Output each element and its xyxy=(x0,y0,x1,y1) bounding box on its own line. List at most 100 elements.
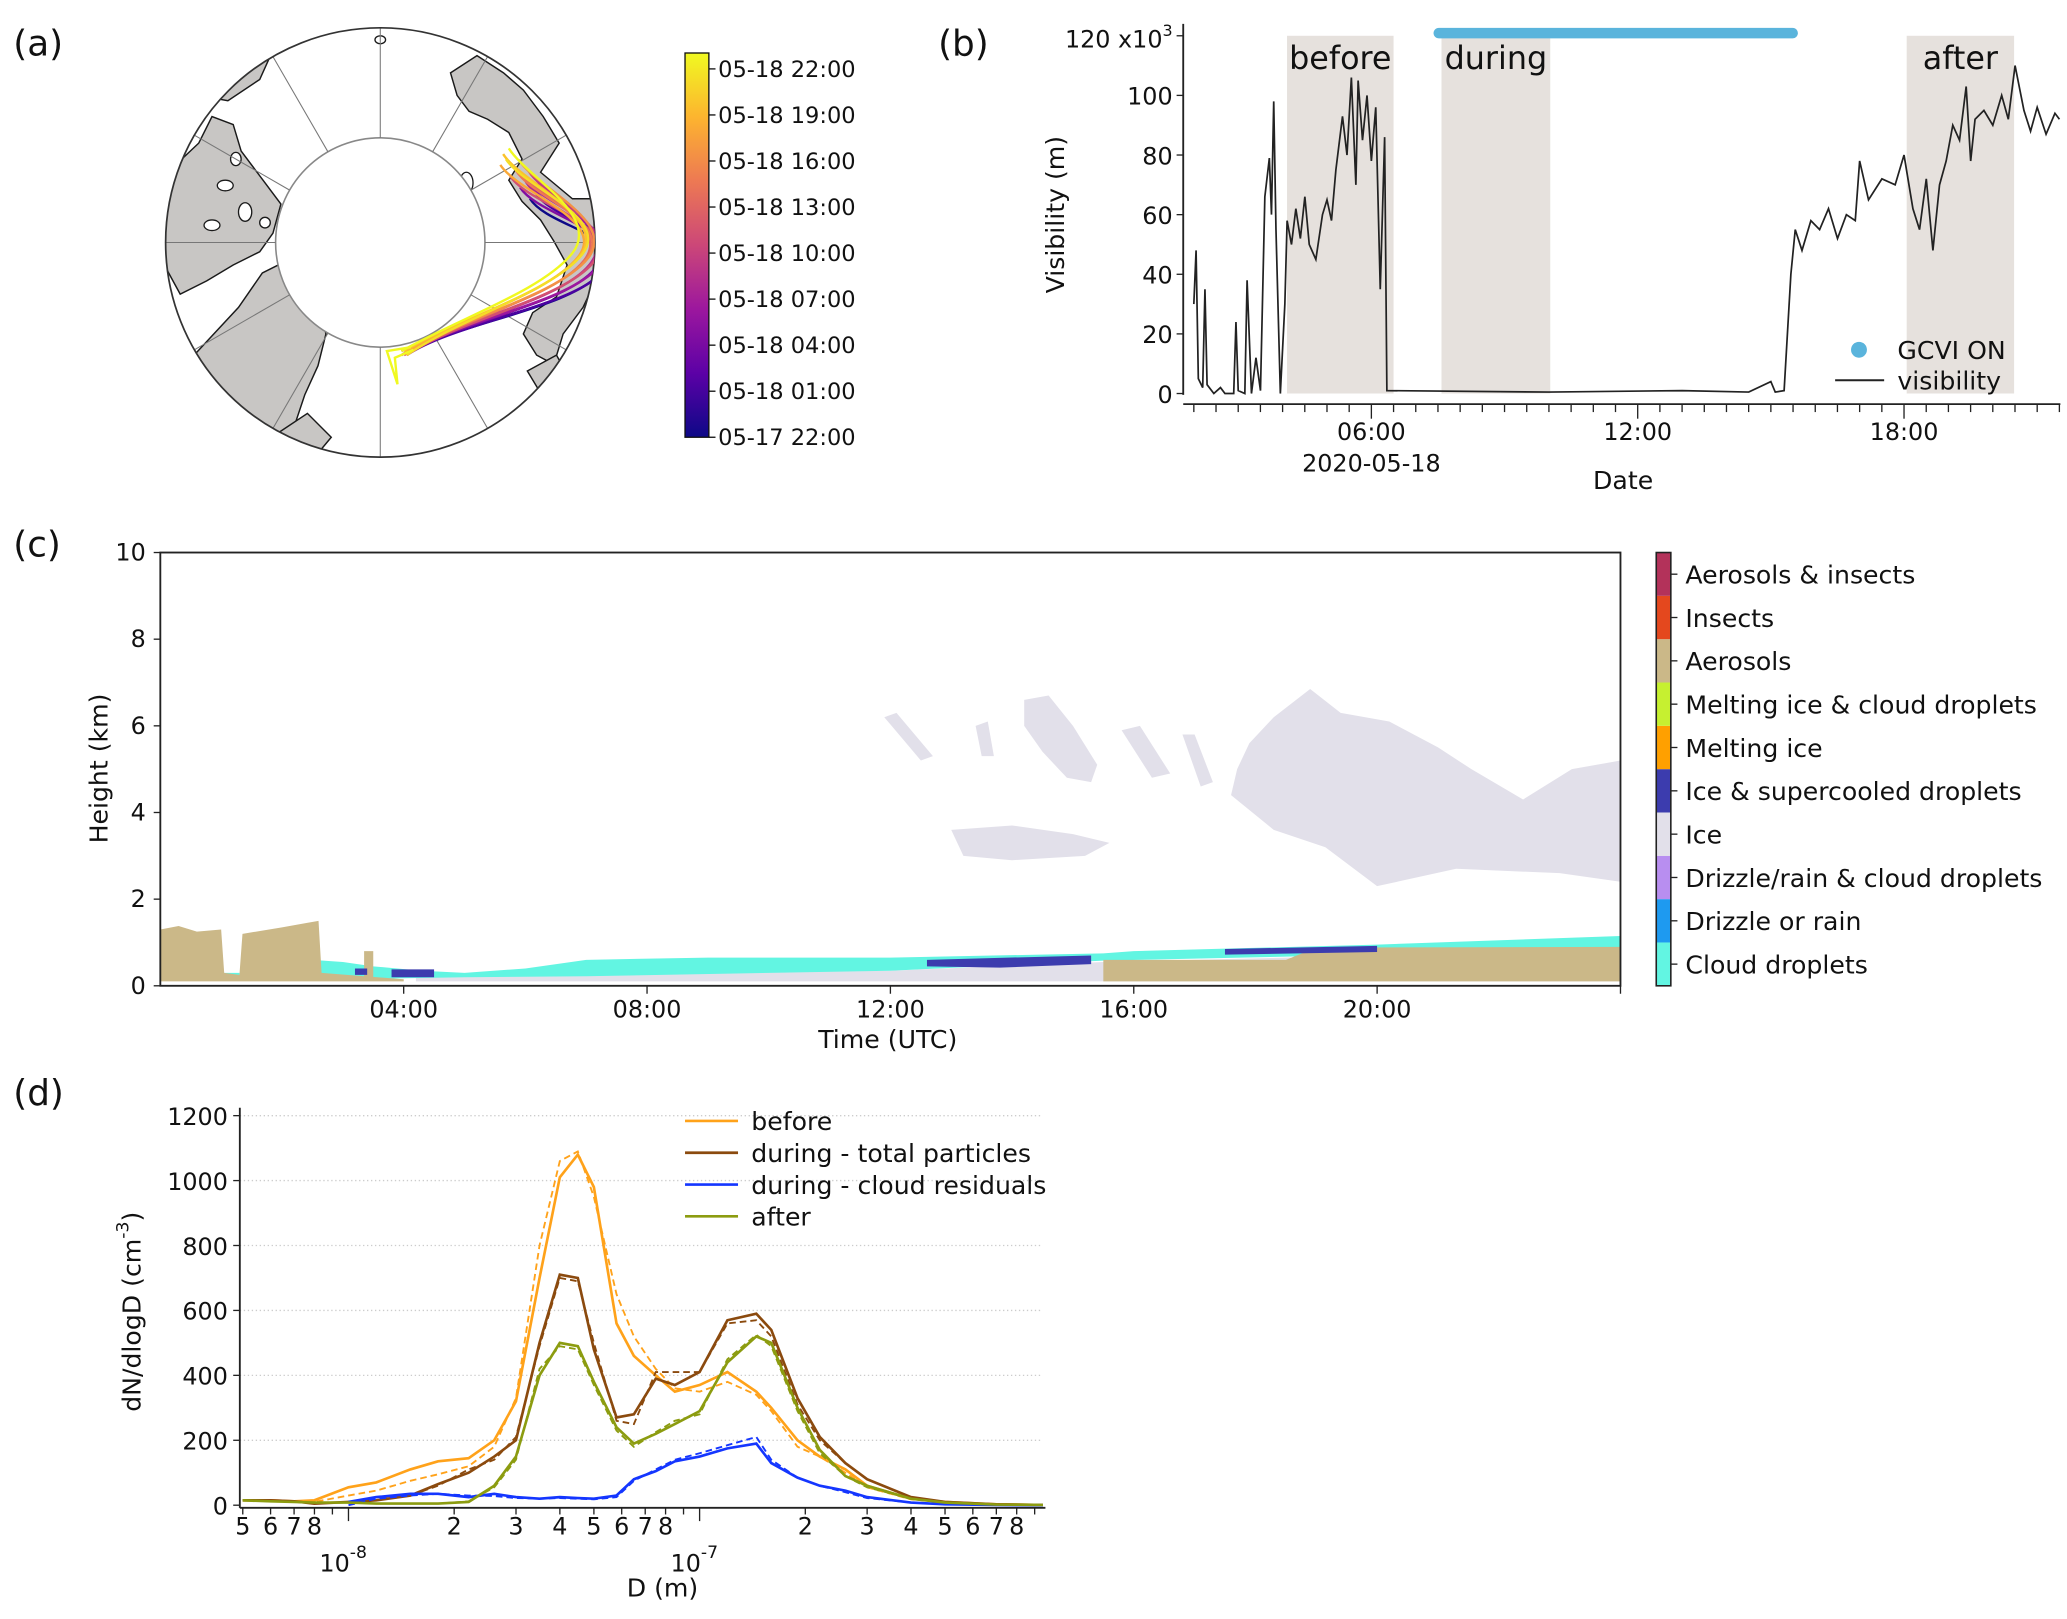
region-ice xyxy=(884,712,933,761)
class-label: Drizzle/rain & cloud droplets xyxy=(1685,864,2042,893)
y-tick-label: 200 xyxy=(182,1428,228,1456)
x-tick-label: 06:00 xyxy=(1337,418,1406,446)
colorbar-segment xyxy=(1656,725,1671,770)
visibility-chart: Visibility (m) 120 x103 2020-05-18 Date … xyxy=(1041,21,2061,495)
region-cloud-droplets xyxy=(312,935,1621,980)
colorbar-segment xyxy=(1656,769,1671,813)
x-minor-tick-label: 5 xyxy=(586,1512,601,1540)
x-minor-tick-label: 6 xyxy=(614,1512,629,1540)
x-minor-tick-label: 7 xyxy=(286,1512,301,1540)
legend-label: after xyxy=(751,1203,811,1232)
x-minor-tick-label: 4 xyxy=(903,1512,918,1540)
x-date-label: 2020-05-18 xyxy=(1302,450,1441,478)
tick-base: 10 xyxy=(671,1549,701,1577)
colorbar-tick-label: 05-18 01:00 xyxy=(718,379,855,405)
meridian-line xyxy=(272,332,329,429)
series-dashed-during-total-particles xyxy=(242,1276,1043,1506)
x-axis-title: D (m) xyxy=(627,1574,699,1603)
legend-visibility-label: visibility xyxy=(1897,367,2001,396)
x-minor-tick-label: 3 xyxy=(508,1512,523,1540)
region-ice xyxy=(1182,734,1213,787)
y-tick-label: 0 xyxy=(1157,381,1172,409)
colorbar-tick-label: 05-18 19:00 xyxy=(718,103,855,129)
latitude-circle xyxy=(274,137,486,348)
size-distribution-chart: dN/dlogD (cm-3) D (m) 0 200 400 600 800 1000 1… xyxy=(114,1103,1047,1603)
y-tick-label: 60 xyxy=(1142,202,1172,230)
island xyxy=(237,202,253,222)
colorbar-tick-label: 05-18 04:00 xyxy=(718,333,855,359)
y-axis-title: Height (km) xyxy=(84,694,113,844)
x-minor-tick-label: 6 xyxy=(263,1512,278,1540)
x-tick-label: 16:00 xyxy=(1099,996,1168,1024)
y-tick-label: 600 xyxy=(182,1298,228,1326)
x-tick-label: 12:00 xyxy=(856,996,925,1024)
colorbar-segment xyxy=(1656,942,1671,986)
region-ice xyxy=(1121,725,1171,778)
period-label-during: during xyxy=(1445,40,1548,77)
trajectory-map xyxy=(164,26,596,458)
x-tick-label: 18:00 xyxy=(1870,418,1939,446)
y-tick-label: 2 xyxy=(131,885,146,913)
panel-label-a: (a) xyxy=(13,24,63,65)
legend-gcvi-label: GCVI ON xyxy=(1897,336,2005,365)
trajectory-colorbar: 05-17 22:00 05-18 01:00 05-18 04:00 05-18 0… xyxy=(684,52,856,451)
tick-base: 10 xyxy=(319,1549,349,1577)
y-tick-label: 400 xyxy=(182,1363,228,1391)
tick-exponent: -8 xyxy=(350,1543,367,1563)
region-ice xyxy=(951,825,1110,861)
series-dashed-before xyxy=(242,1150,1043,1506)
y-tick-label: 80 xyxy=(1142,142,1172,170)
colorbar-tick-label: 05-18 16:00 xyxy=(718,149,855,175)
region-ice xyxy=(1231,689,1621,887)
region-ice xyxy=(975,721,994,757)
classification-regions xyxy=(160,689,1621,982)
region-aerosols xyxy=(160,920,404,982)
x-tick-label: 12:00 xyxy=(1603,418,1672,446)
meridian-line xyxy=(194,134,290,191)
x-axis-title: Time (UTC) xyxy=(817,1025,957,1054)
x-tick-label: 08:00 xyxy=(613,996,682,1024)
legend-label: during - cloud residuals xyxy=(751,1171,1046,1200)
region-ice-supercooled-droplets xyxy=(1224,945,1378,955)
y-tick-label: 100 xyxy=(1127,83,1173,111)
x-minor-tick-label: 8 xyxy=(658,1512,673,1540)
series-line-during-cloud-residuals xyxy=(348,1442,1043,1507)
trajectory-line xyxy=(403,186,595,357)
class-label: Ice xyxy=(1685,820,1722,849)
trajectory-line xyxy=(406,158,590,357)
colorbar-tick-label: 05-18 10:00 xyxy=(718,241,855,267)
x-minor-tick-label: 2 xyxy=(798,1512,813,1540)
land-polygon xyxy=(165,115,282,296)
class-label: Drizzle or rain xyxy=(1685,907,1861,936)
legend-label: before xyxy=(751,1107,832,1136)
period-label-after: after xyxy=(1923,40,1999,77)
colorbar-segment xyxy=(1656,812,1671,856)
period-shade-before xyxy=(1287,35,1394,394)
colorbar-tick-label: 05-18 07:00 xyxy=(718,287,855,313)
region-ice-supercooled-droplets xyxy=(926,955,1092,968)
region-ice-supercooled-droplets xyxy=(354,968,368,975)
period-shade-after xyxy=(1906,35,2015,394)
colorbar-tick-label: 05-17 22:00 xyxy=(718,425,855,451)
meridian-line xyxy=(194,294,290,351)
class-label: Ice & supercooled droplets xyxy=(1685,777,2021,806)
y-tick-label: 0 xyxy=(213,1492,228,1520)
x-major-tick-label: 10-7 xyxy=(671,1543,719,1577)
colorbar-segment xyxy=(1656,855,1671,900)
class-label: Melting ice & cloud droplets xyxy=(1685,690,2037,719)
region-ice xyxy=(1024,695,1098,783)
trajectories xyxy=(385,147,595,385)
colorbar-segment xyxy=(1656,899,1671,943)
colorbar-tick-label: 05-18 13:00 xyxy=(718,195,855,221)
x-minor-tick-label: 5 xyxy=(235,1512,250,1540)
meridian-line xyxy=(432,332,489,429)
colorbar-segment xyxy=(1656,595,1671,640)
x-minor-tick-label: 3 xyxy=(860,1512,875,1540)
x-minor-tick-label: 8 xyxy=(1009,1512,1024,1540)
x-minor-tick-label: 2 xyxy=(447,1512,462,1540)
y-tick-label: 40 xyxy=(1142,262,1172,290)
colorbar-frame xyxy=(1655,551,1672,987)
island xyxy=(203,219,221,232)
y-tick-label: 20 xyxy=(1142,321,1172,349)
